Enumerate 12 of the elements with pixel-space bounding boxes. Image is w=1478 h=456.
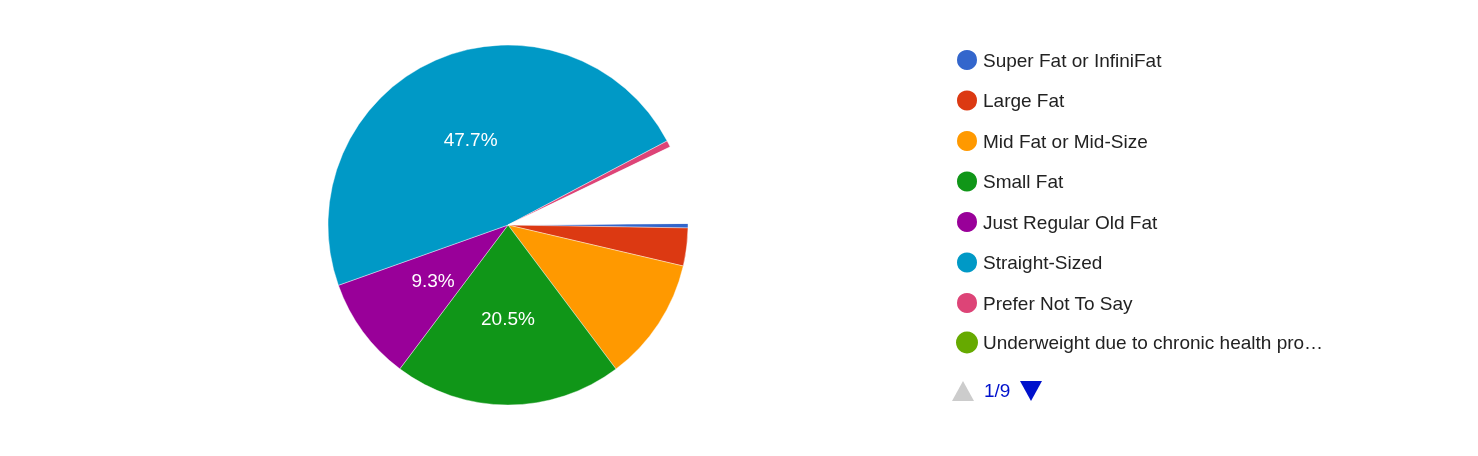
data-label: 47.7%	[443, 129, 498, 151]
data-label: 9.3%	[411, 269, 455, 291]
legend-label: Just Regular Old Fat	[983, 211, 1158, 233]
legend-label: Straight-Sized	[983, 252, 1103, 273]
data-label: 20.5%	[481, 307, 535, 329]
legend-label: Mid Fat or Mid-Size	[983, 130, 1148, 152]
legend-label: Small Fat	[983, 171, 1064, 192]
legend-label: Large Fat	[983, 90, 1066, 111]
legend-label: Super Fat or InfiniFat	[983, 49, 1163, 71]
text: 1/9	[984, 380, 1011, 402]
legend-label: Prefer Not To Say	[983, 292, 1134, 314]
legend-label: Underweight due to chronic health pro…	[983, 332, 1324, 353]
